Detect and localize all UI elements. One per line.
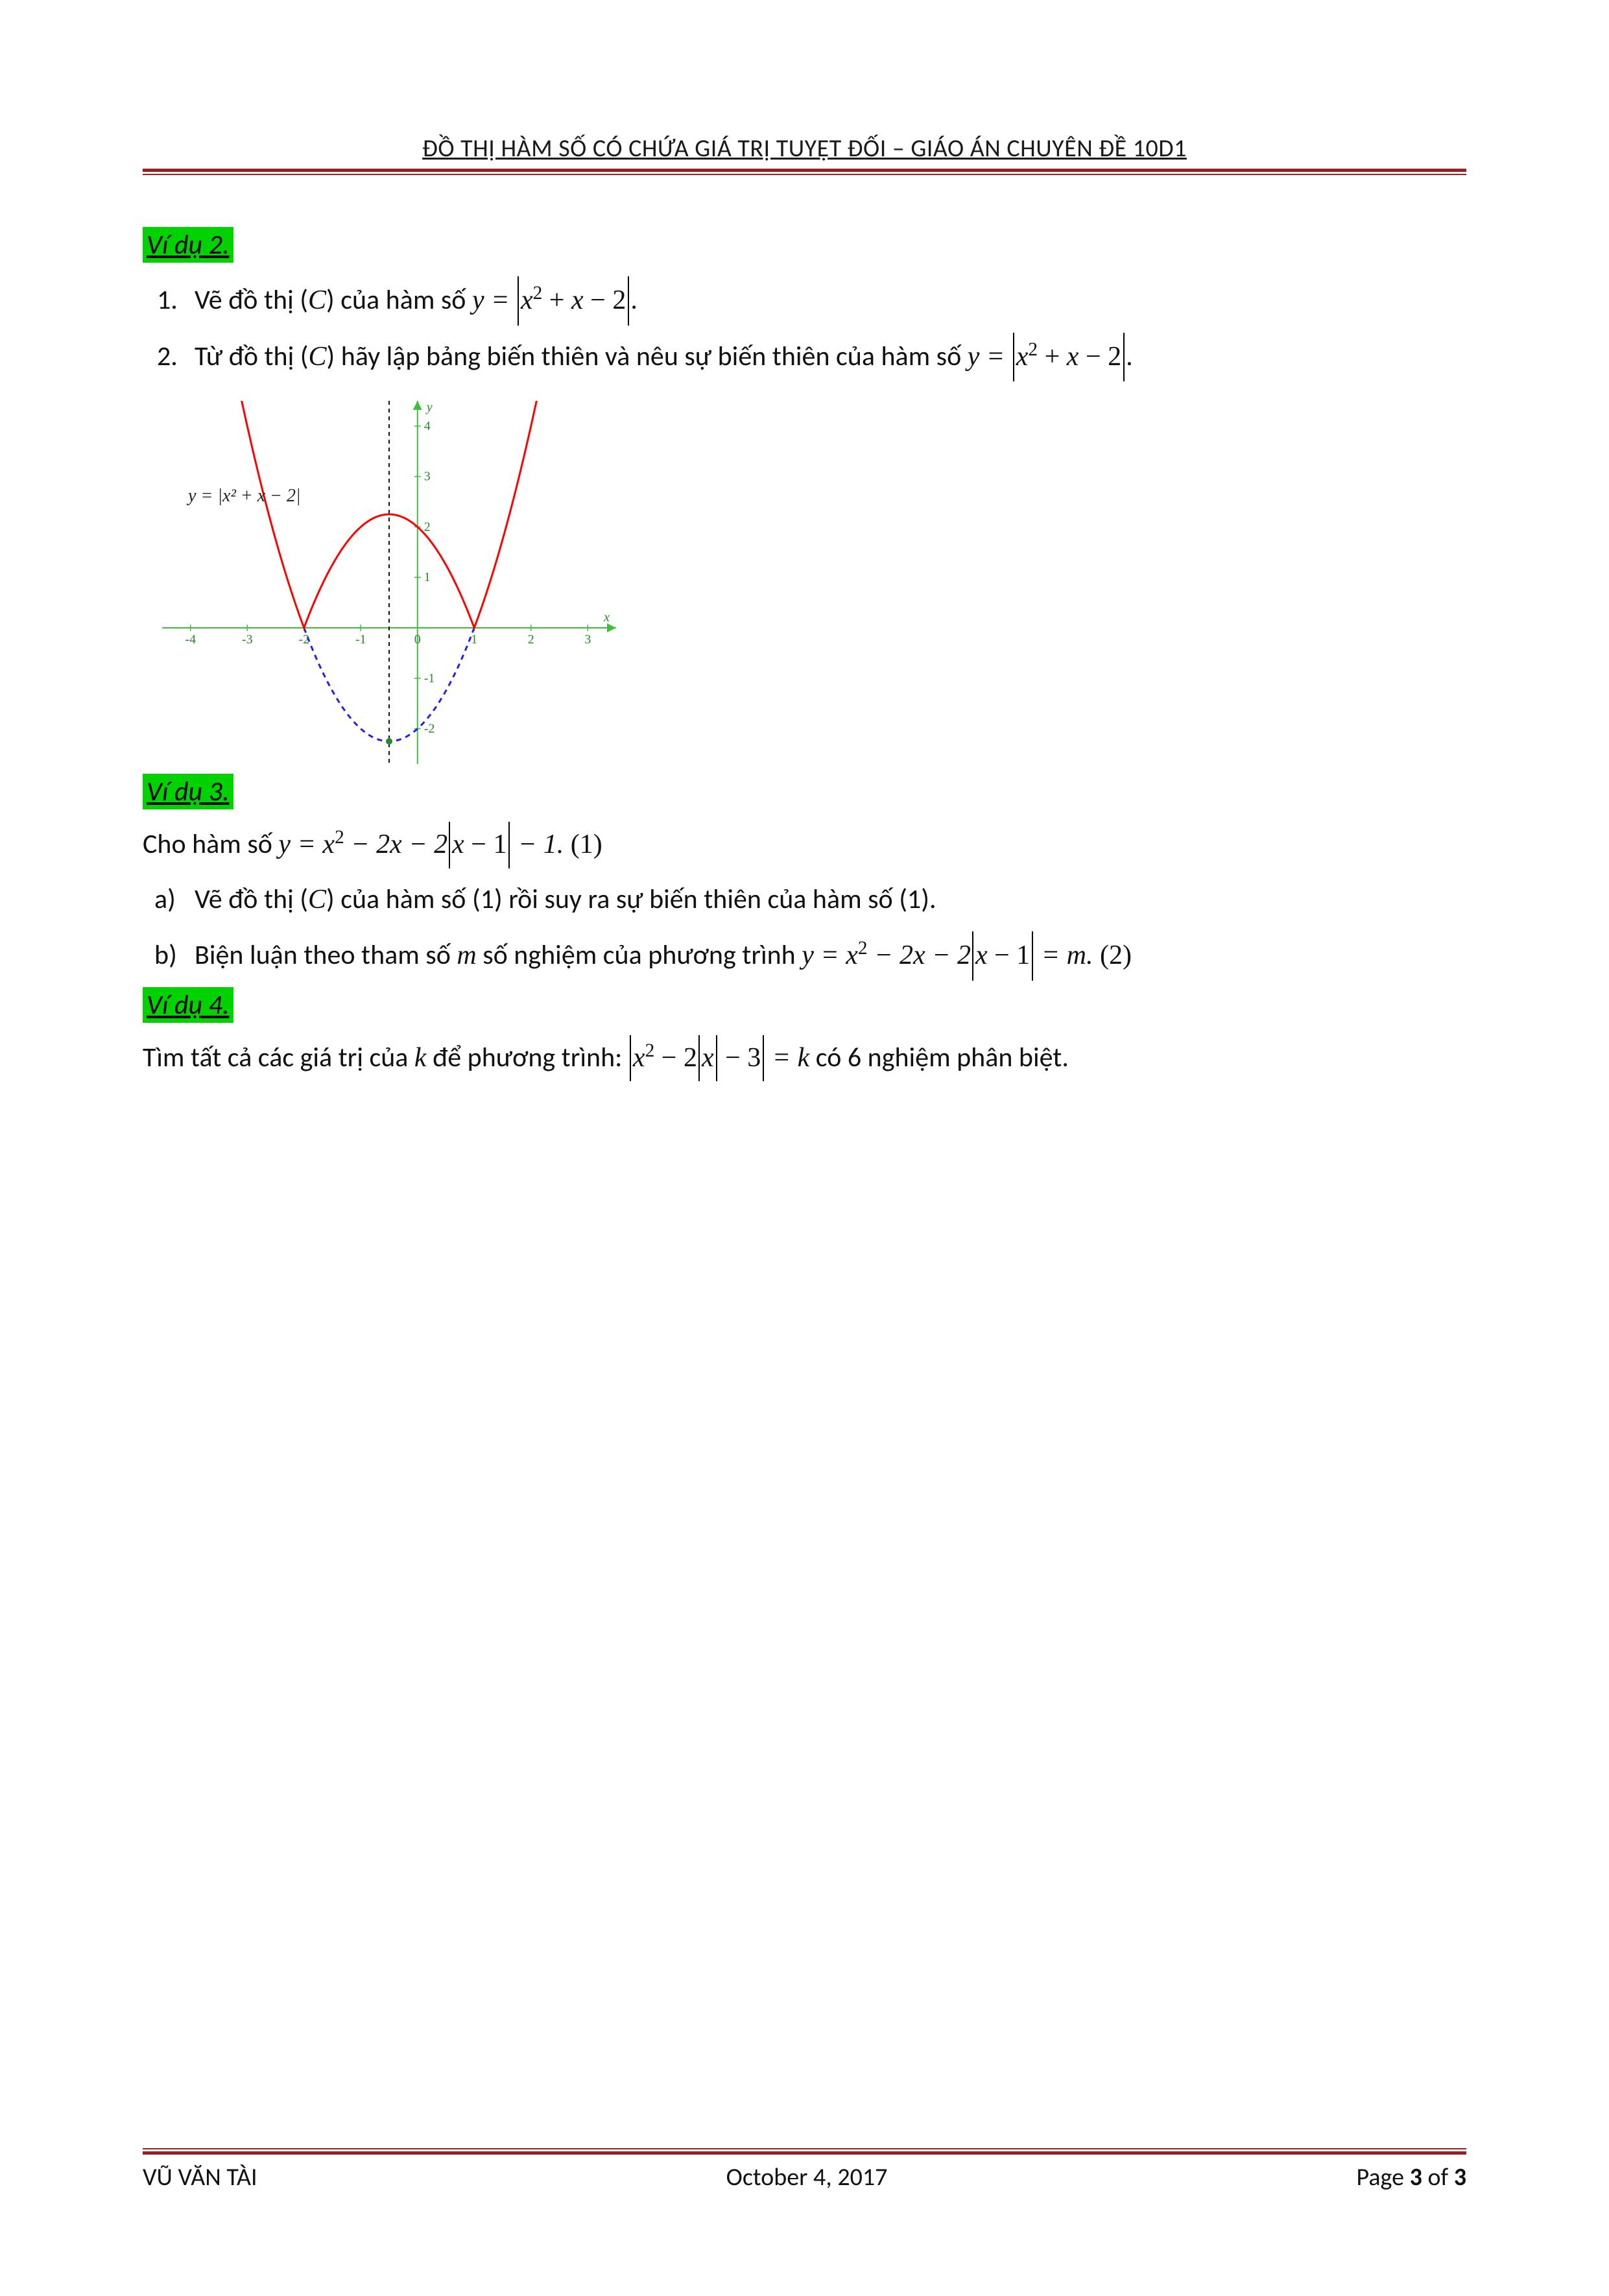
abs-expr: x2 + x − 2 xyxy=(1013,333,1125,382)
page-header: ĐỒ THỊ HÀM SỐ CÓ CHỨA GIÁ TRỊ TUYỆT ĐỐI … xyxy=(143,130,1466,175)
equation: y = x2 + x − 2 xyxy=(472,285,630,315)
example-3: Ví dụ 3. Cho hàm số y = x2 − 2x − 2x − 1… xyxy=(143,774,1466,981)
svg-text:-3: -3 xyxy=(242,632,253,647)
svg-text:0: 0 xyxy=(414,632,421,647)
list-item: Vẽ đồ thị (C) của hàm số (1) rồi suy ra … xyxy=(195,875,1466,925)
math: m xyxy=(457,940,476,970)
math: C xyxy=(309,342,327,372)
svg-text:1: 1 xyxy=(424,570,431,584)
text: Cho hàm số xyxy=(143,828,278,861)
text: . xyxy=(1126,340,1133,373)
example-3-intro: Cho hàm số y = x2 − 2x − 2x − 1 − 1. (1) xyxy=(143,821,1466,868)
equation: y = x2 − 2x − 2x − 1 = m. (2) xyxy=(802,940,1132,970)
page-footer: VŨ VĂN TÀI October 4, 2017 Page 3 of 3 xyxy=(143,2148,1466,2192)
svg-text:x: x xyxy=(603,610,610,625)
svg-text:-4: -4 xyxy=(185,632,196,647)
text: để phương trình: xyxy=(427,1041,628,1074)
svg-text:1: 1 xyxy=(471,632,477,647)
list-item: Biện luận theo tham số m số nghiệm của p… xyxy=(195,931,1466,981)
svg-text:-1: -1 xyxy=(355,632,366,647)
svg-text:4: 4 xyxy=(424,419,431,433)
math: C xyxy=(308,885,326,915)
text: of xyxy=(1422,2162,1454,2192)
function-graph: -4-3-2-10123-2-11234xyy = |x² + x − 2| xyxy=(162,401,616,764)
svg-text:2: 2 xyxy=(424,520,431,534)
text: có 6 nghiệm phân biệt. xyxy=(816,1041,1069,1074)
svg-text:3: 3 xyxy=(424,470,431,484)
math: k xyxy=(414,1043,427,1073)
example-tag: Ví dụ 2. xyxy=(143,227,233,263)
text: ) hãy lập bảng biến thiên và nêu sự biến… xyxy=(327,340,968,373)
example-tag: Ví dụ 4. xyxy=(143,987,233,1023)
text: Từ đồ thị ( xyxy=(195,340,309,373)
math-lhs: y = xyxy=(472,285,509,315)
example-tag: Ví dụ 3. xyxy=(143,774,233,809)
svg-text:y = |x² + x − 2|: y = |x² + x − 2| xyxy=(186,486,301,506)
equation: y = x2 + x − 2 xyxy=(968,342,1126,372)
text: Tìm tất cả các giá trị của xyxy=(143,1041,414,1074)
math-lhs: y = xyxy=(968,342,1005,372)
header-title: ĐỒ THỊ HÀM SỐ CÓ CHỨA GIÁ TRỊ TUYỆT ĐỐI … xyxy=(143,130,1466,166)
page-num: 3 xyxy=(1410,2162,1422,2192)
list-item: Vẽ đồ thị (C) của hàm số y = x2 + x − 2. xyxy=(195,276,1466,326)
text: Vẽ đồ thị ( xyxy=(195,883,308,916)
footer-author: VŨ VĂN TÀI xyxy=(143,2162,257,2192)
svg-text:2: 2 xyxy=(528,632,534,647)
chart-container: -4-3-2-10123-2-11234xyy = |x² + x − 2| xyxy=(162,401,1466,767)
equation: x2 − 2x − 3 = k xyxy=(628,1043,809,1073)
footer-row: VŨ VĂN TÀI October 4, 2017 Page 3 of 3 xyxy=(143,2157,1466,2192)
text: ) của hàm số (1) rồi suy ra sự biến thiê… xyxy=(326,883,936,916)
example-2: Ví dụ 2. Vẽ đồ thị (C) của hàm số y = x2… xyxy=(143,227,1466,381)
math: C xyxy=(308,285,326,315)
example-2-list: Vẽ đồ thị (C) của hàm số y = x2 + x − 2.… xyxy=(143,276,1466,381)
example-4-text: Tìm tất cả các giá trị của k để phương t… xyxy=(143,1034,1466,1081)
svg-text:-1: -1 xyxy=(424,671,435,686)
text: số nghiệm của phương trình xyxy=(477,939,802,972)
example-4: Ví dụ 4. Tìm tất cả các giá trị của k để… xyxy=(143,987,1466,1081)
text: Biện luận theo tham số xyxy=(195,939,457,972)
header-rule xyxy=(143,169,1466,175)
footer-rule xyxy=(143,2148,1466,2155)
footer-page: Page 3 of 3 xyxy=(1357,2162,1466,2192)
text: Page xyxy=(1357,2162,1410,2192)
list-item: Từ đồ thị (C) hãy lập bảng biến thiên và… xyxy=(195,332,1466,382)
content-body: Ví dụ 2. Vẽ đồ thị (C) của hàm số y = x2… xyxy=(143,208,1466,1081)
svg-text:y: y xyxy=(425,401,433,414)
abs-expr: x2 + x − 2 xyxy=(518,276,629,326)
equation: y = x2 − 2x − 2x − 1 − 1. (1) xyxy=(278,830,602,859)
footer-date: October 4, 2017 xyxy=(726,2162,888,2192)
text: . xyxy=(630,283,638,317)
example-3-list: Vẽ đồ thị (C) của hàm số (1) rồi suy ra … xyxy=(143,875,1466,981)
svg-text:3: 3 xyxy=(584,632,591,647)
text: ) của hàm số xyxy=(326,283,472,317)
svg-text:-2: -2 xyxy=(424,722,435,736)
page-total: 3 xyxy=(1454,2162,1466,2192)
page: ĐỒ THỊ HÀM SỐ CÓ CHỨA GIÁ TRỊ TUYỆT ĐỐI … xyxy=(0,0,1609,2296)
text: Vẽ đồ thị ( xyxy=(195,283,308,317)
